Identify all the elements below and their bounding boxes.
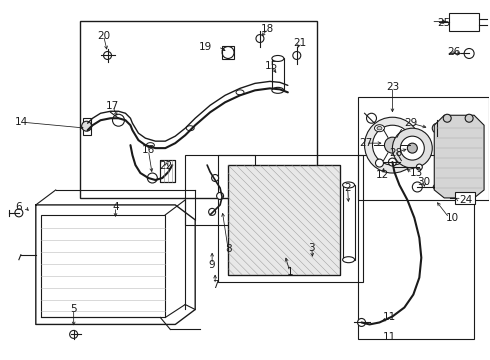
Text: 21: 21 bbox=[293, 37, 306, 48]
Text: 7: 7 bbox=[212, 280, 219, 289]
Circle shape bbox=[400, 136, 424, 160]
Circle shape bbox=[389, 158, 396, 166]
Bar bbox=[455, 192, 475, 204]
Text: 30: 30 bbox=[417, 177, 430, 187]
Text: 5: 5 bbox=[71, 305, 77, 315]
Circle shape bbox=[82, 121, 92, 131]
Circle shape bbox=[222, 46, 234, 58]
Ellipse shape bbox=[236, 90, 244, 95]
Bar bbox=[80, 21, 317, 198]
Bar bbox=[343, 185, 355, 260]
Text: 12: 12 bbox=[376, 170, 389, 180]
Text: 17: 17 bbox=[106, 101, 119, 111]
Text: 10: 10 bbox=[446, 213, 459, 223]
Text: 11: 11 bbox=[383, 312, 396, 323]
Text: 2: 2 bbox=[344, 183, 351, 193]
Text: 19: 19 bbox=[199, 41, 212, 51]
Ellipse shape bbox=[147, 143, 154, 148]
Text: 4: 4 bbox=[112, 202, 119, 212]
Circle shape bbox=[375, 159, 384, 167]
Ellipse shape bbox=[343, 257, 355, 263]
Text: 8: 8 bbox=[225, 244, 231, 254]
Circle shape bbox=[407, 143, 417, 153]
Text: 11: 11 bbox=[383, 332, 396, 342]
Ellipse shape bbox=[272, 55, 284, 62]
Circle shape bbox=[358, 319, 366, 327]
Text: 22: 22 bbox=[160, 161, 173, 171]
Text: 3: 3 bbox=[308, 243, 315, 253]
Circle shape bbox=[416, 164, 422, 170]
Circle shape bbox=[103, 51, 112, 59]
Circle shape bbox=[465, 114, 473, 122]
Circle shape bbox=[209, 208, 216, 215]
Bar bbox=[449, 13, 479, 31]
Text: 15: 15 bbox=[265, 62, 278, 71]
Text: 6: 6 bbox=[16, 202, 22, 212]
Circle shape bbox=[464, 49, 474, 58]
Text: 29: 29 bbox=[405, 118, 418, 128]
Circle shape bbox=[385, 137, 400, 153]
Bar bbox=[272, 58, 284, 90]
Text: 24: 24 bbox=[459, 195, 472, 205]
Text: 20: 20 bbox=[97, 31, 110, 41]
Ellipse shape bbox=[186, 126, 194, 131]
Polygon shape bbox=[434, 115, 484, 198]
Bar bbox=[358, 155, 474, 339]
Text: 25: 25 bbox=[437, 18, 450, 28]
Circle shape bbox=[413, 182, 422, 192]
Circle shape bbox=[432, 123, 442, 133]
Text: 28: 28 bbox=[389, 148, 402, 158]
Text: 9: 9 bbox=[209, 260, 216, 270]
Circle shape bbox=[365, 117, 420, 173]
Circle shape bbox=[212, 175, 219, 181]
Circle shape bbox=[217, 193, 223, 199]
Bar bbox=[218, 155, 363, 282]
Text: 16: 16 bbox=[142, 145, 155, 155]
Ellipse shape bbox=[377, 126, 382, 130]
Text: 1: 1 bbox=[287, 267, 293, 276]
Circle shape bbox=[70, 330, 77, 338]
Bar bbox=[185, 155, 255, 225]
Bar bbox=[160, 160, 175, 182]
Ellipse shape bbox=[272, 87, 284, 93]
Polygon shape bbox=[83, 118, 91, 135]
Circle shape bbox=[15, 209, 23, 217]
Ellipse shape bbox=[433, 184, 445, 190]
Circle shape bbox=[367, 113, 376, 123]
Bar bbox=[160, 160, 175, 182]
Circle shape bbox=[113, 114, 124, 126]
Bar bbox=[41, 215, 165, 318]
Bar bbox=[228, 165, 340, 275]
Circle shape bbox=[293, 51, 301, 59]
Text: 27: 27 bbox=[359, 138, 372, 148]
Text: 18: 18 bbox=[261, 24, 274, 33]
Bar bbox=[358, 97, 489, 200]
Circle shape bbox=[392, 128, 432, 168]
Circle shape bbox=[443, 114, 451, 122]
Circle shape bbox=[147, 173, 157, 183]
Text: 26: 26 bbox=[447, 48, 461, 58]
Ellipse shape bbox=[374, 125, 385, 132]
Text: 13: 13 bbox=[409, 168, 422, 178]
Text: 14: 14 bbox=[15, 117, 28, 127]
Text: 23: 23 bbox=[386, 82, 399, 93]
Ellipse shape bbox=[343, 182, 355, 188]
Bar bbox=[228, 165, 340, 275]
Circle shape bbox=[256, 35, 264, 42]
Circle shape bbox=[372, 125, 413, 165]
